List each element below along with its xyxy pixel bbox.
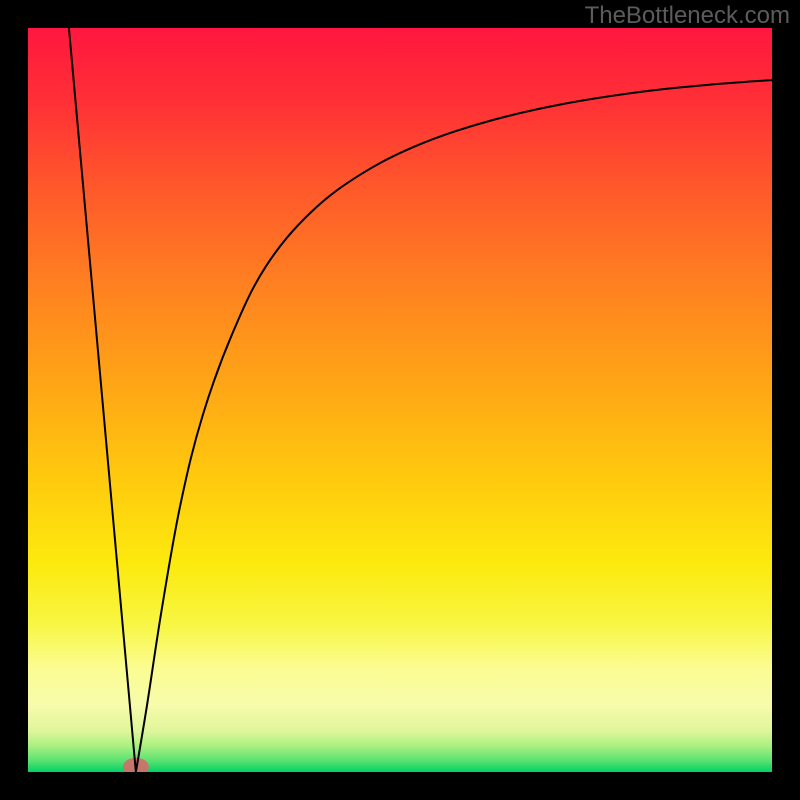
chart-container: TheBottleneck.com — [0, 0, 800, 800]
gradient-background — [28, 28, 772, 772]
gradient-plot-svg — [28, 28, 772, 772]
watermark-text: TheBottleneck.com — [585, 2, 790, 30]
plot-area — [28, 28, 772, 772]
